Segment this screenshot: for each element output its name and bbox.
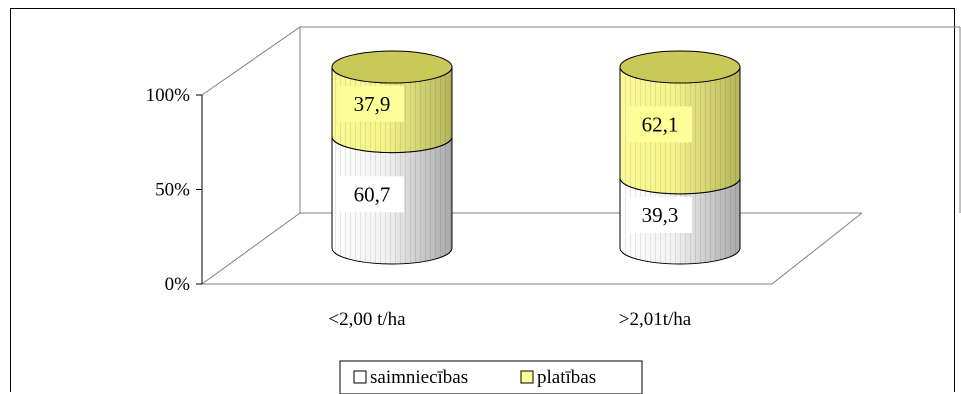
legend-swatch-platibas — [520, 370, 534, 384]
y-tick-label: 50% — [155, 180, 190, 201]
data-label-bg — [340, 85, 404, 122]
data-label: 62,1 — [642, 112, 679, 136]
data-label-bg — [340, 176, 404, 213]
bars: 60,7 37,9 39,3 62,1 — [331, 50, 741, 265]
cylinder-1: 39,3 62,1 — [619, 50, 741, 265]
legend-label-platibas: platības — [537, 367, 596, 388]
chart-frame — [10, 8, 955, 392]
data-label: 60,7 — [354, 182, 391, 206]
cylinder-0: 60,7 37,9 — [331, 50, 453, 265]
plot-area-frame — [201, 26, 961, 285]
bar-top-cap — [619, 50, 741, 84]
y-tick-label: 0% — [165, 274, 191, 295]
data-label-bg — [628, 106, 692, 143]
x-axis-labels: <2,00 t/ha >2,01t/ha — [328, 309, 691, 330]
data-label: 37,9 — [354, 92, 391, 116]
y-tick-label: 100% — [146, 85, 191, 106]
legend: saimniecības platības — [339, 360, 643, 394]
data-label: 39,3 — [642, 203, 679, 227]
legend-label-saimniecibas: saimniecības — [370, 367, 468, 388]
bar-top-cap — [331, 50, 453, 84]
x-tick-label: >2,01t/ha — [619, 309, 692, 330]
y-ticks: 0% 50% 100% — [146, 85, 202, 295]
x-tick-label: <2,00 t/ha — [328, 309, 406, 330]
legend-swatch-saimniecibas — [353, 370, 367, 384]
data-label-bg — [628, 196, 692, 233]
